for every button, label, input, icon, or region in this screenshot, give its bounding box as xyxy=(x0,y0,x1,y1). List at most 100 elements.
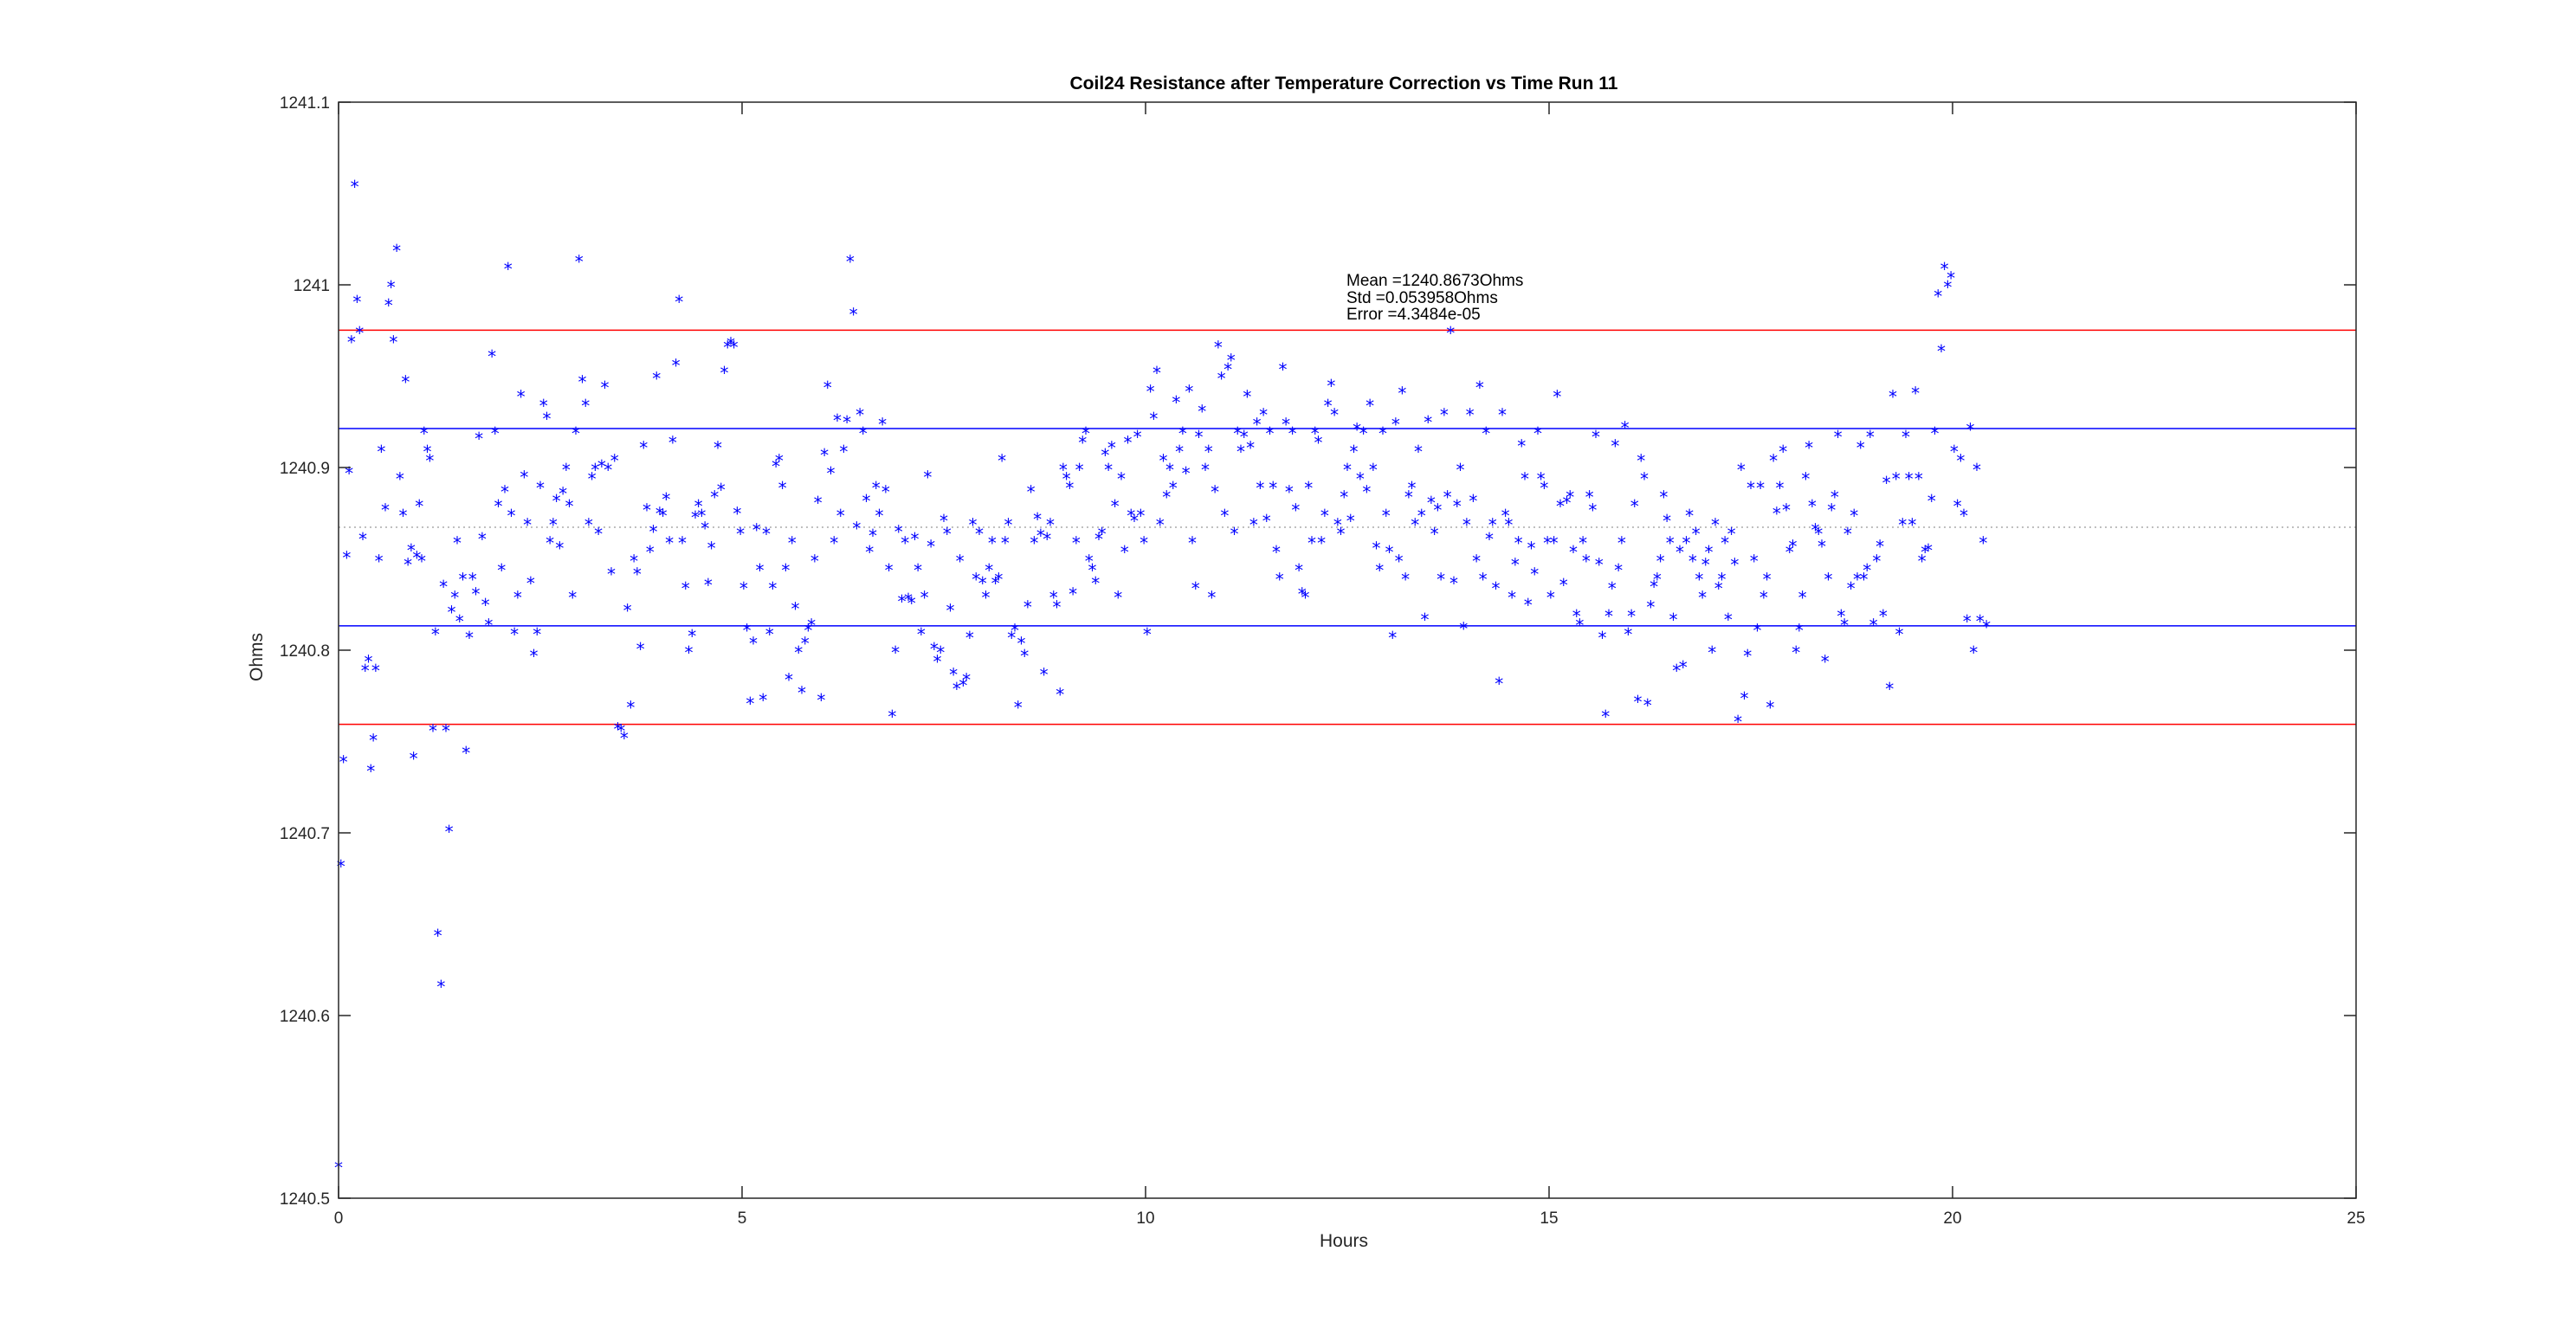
data-point: * xyxy=(1688,551,1697,572)
data-point: * xyxy=(436,977,445,997)
data-point: * xyxy=(1382,506,1391,526)
data-point: * xyxy=(865,542,874,563)
data-point: * xyxy=(1140,532,1148,553)
data-point: * xyxy=(1259,405,1268,426)
data-point: * xyxy=(1520,469,1529,490)
data-point: * xyxy=(1307,532,1316,553)
data-point: * xyxy=(910,529,919,550)
data-point: * xyxy=(1679,657,1688,678)
data-point: * xyxy=(775,450,784,471)
data-point: * xyxy=(1198,401,1206,422)
data-point: * xyxy=(591,460,599,480)
data-point: * xyxy=(1375,560,1384,581)
data-point: * xyxy=(1543,532,1552,553)
data-point: * xyxy=(888,706,896,727)
data-point: * xyxy=(575,251,584,272)
data-point: * xyxy=(784,670,793,691)
data-point: * xyxy=(623,600,632,621)
data-point: * xyxy=(1817,537,1826,558)
data-point: * xyxy=(1343,460,1352,480)
data-point: * xyxy=(1314,432,1322,453)
data-point: * xyxy=(1388,628,1397,648)
data-point: * xyxy=(1010,621,1019,642)
data-point: * xyxy=(1249,514,1258,535)
data-point: * xyxy=(749,633,758,654)
data-point: * xyxy=(1759,588,1768,609)
data-point: * xyxy=(1530,564,1539,584)
data-point: * xyxy=(1669,609,1678,630)
data-point: * xyxy=(894,522,903,543)
data-point: * xyxy=(1072,532,1081,553)
data-point: * xyxy=(1892,469,1901,490)
data-point: * xyxy=(1563,493,1572,513)
data-point: * xyxy=(581,396,590,416)
data-point: * xyxy=(1301,588,1310,609)
data-point: * xyxy=(772,456,780,477)
data-point: * xyxy=(1353,420,1361,441)
data-point: * xyxy=(412,547,421,568)
data-point: * xyxy=(1136,506,1145,526)
data-point: * xyxy=(1859,570,1868,590)
data-point: * xyxy=(1459,619,1468,640)
data-point: * xyxy=(1107,438,1116,459)
data-point: * xyxy=(794,642,803,663)
data-point: * xyxy=(1527,539,1535,559)
data-point: * xyxy=(526,573,535,594)
data-point: * xyxy=(1078,432,1087,453)
data-point: * xyxy=(1750,551,1759,572)
data-point: * xyxy=(933,652,942,673)
data-point: * xyxy=(377,442,385,462)
data-point: * xyxy=(926,537,935,558)
data-point: * xyxy=(1362,481,1371,502)
data-point: * xyxy=(1491,578,1500,599)
data-point: * xyxy=(355,323,364,344)
data-point: * xyxy=(1953,496,1962,517)
data-point: * xyxy=(1401,570,1410,590)
data-point: * xyxy=(972,570,980,590)
data-point: * xyxy=(1724,609,1733,630)
data-point: * xyxy=(1414,442,1423,462)
data-point: * xyxy=(1733,712,1742,732)
data-point: * xyxy=(994,570,1003,590)
data-point: * xyxy=(364,652,372,673)
data-point: * xyxy=(497,560,506,581)
data-point: * xyxy=(1840,615,1849,635)
data-point: * xyxy=(778,478,787,499)
data-point: * xyxy=(943,524,952,545)
data-point: * xyxy=(1634,692,1643,713)
data-point: * xyxy=(1275,570,1284,590)
data-point: * xyxy=(407,540,416,561)
data-point: * xyxy=(1298,584,1307,604)
data-point: * xyxy=(1608,578,1617,599)
data-point: * xyxy=(1204,442,1213,462)
data-point: * xyxy=(878,414,887,435)
std-annotation: Std =0.053958Ohms xyxy=(1346,289,1498,307)
data-point: * xyxy=(453,532,462,553)
data-point: * xyxy=(756,560,765,581)
data-point: * xyxy=(1182,463,1191,484)
data-point: * xyxy=(1191,578,1200,599)
data-point: * xyxy=(1330,405,1339,426)
data-point: * xyxy=(1294,560,1303,581)
data-point: * xyxy=(1217,369,1226,390)
data-point: * xyxy=(659,506,668,526)
data-point: * xyxy=(752,520,761,541)
data-point: * xyxy=(1004,514,1013,535)
data-point: * xyxy=(1769,450,1778,471)
data-point: * xyxy=(1972,460,1981,480)
data-point: * xyxy=(610,450,619,471)
data-point: * xyxy=(1579,532,1587,553)
data-point: * xyxy=(1052,597,1061,617)
y-tick-label: 1241 xyxy=(294,277,330,295)
data-point: * xyxy=(1572,606,1581,627)
data-point: * xyxy=(820,445,829,466)
data-point: * xyxy=(1662,511,1671,532)
data-point: * xyxy=(1785,542,1794,563)
data-point: * xyxy=(975,524,984,545)
data-point: * xyxy=(655,504,664,525)
y-tick-label: 1240.5 xyxy=(280,1190,330,1209)
data-point: * xyxy=(830,532,838,553)
data-point: * xyxy=(558,483,567,504)
data-point: * xyxy=(1575,615,1584,635)
data-point: * xyxy=(578,372,586,393)
